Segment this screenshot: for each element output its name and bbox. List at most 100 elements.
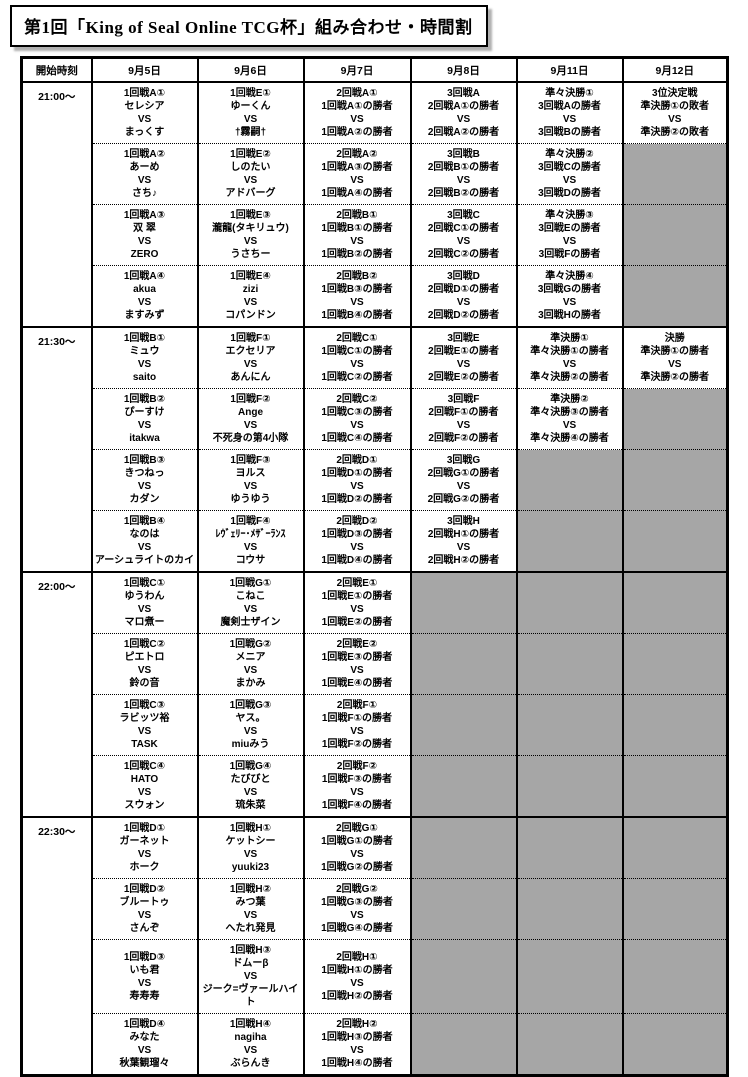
match-id: 1回戦F③ — [230, 455, 271, 466]
vs-label: VS — [456, 175, 471, 186]
match-id: 3回戦D — [447, 271, 480, 282]
player-name: 2回戦F②の勝者 — [428, 433, 499, 444]
vs-label: VS — [562, 175, 577, 186]
player-name: 1回戦H②の勝者 — [321, 990, 393, 1002]
player-name: 琉朱菜 — [235, 800, 266, 811]
player-name: みなた — [129, 1032, 160, 1043]
match-id: 2回戦B① — [336, 210, 378, 221]
empty-cell — [409, 939, 518, 1014]
match-id: 2回戦F② — [336, 761, 378, 772]
empty-cell — [515, 817, 624, 879]
player-name: コパンドン — [225, 310, 276, 321]
empty-cell — [409, 633, 518, 695]
match-cell: 1回戦H④ nagiha VS ぶらんき — [196, 1013, 305, 1076]
match-cell: 2回戦D① 1回戦D①の勝者 VS 1回戦D②の勝者 — [302, 449, 412, 511]
match-cell: 1回戦F② Ange VS 不死身の第4小隊 — [196, 388, 305, 450]
table-row: 1回戦B③ きつねっ VS カダン 1回戦F③ ヨルス VS ゆうゆう 2回戦D① 1回戦D①の勝… — [22, 449, 729, 511]
player-name: 準々決勝②の勝者 — [530, 372, 609, 383]
table-row: 1回戦A③ 双 翠 VS ZERO 1回戦E③ 瀧龍(タキリュウ) VS うさちー 2回戦B① 1… — [22, 204, 729, 266]
date-header-cell: 9月12日 — [621, 56, 729, 83]
vs-label: VS — [562, 114, 577, 125]
player-name: あんにん — [230, 372, 271, 383]
player-name: 1回戦E④の勝者 — [321, 678, 393, 689]
vs-label: VS — [243, 542, 258, 553]
player-name: 2回戦G②の勝者 — [427, 494, 500, 505]
empty-cell — [515, 449, 624, 511]
empty-cell — [409, 755, 518, 818]
player-name: 1回戦C④の勝者 — [321, 433, 393, 444]
vs-label: VS — [350, 175, 364, 186]
match-id: 1回戦B③ — [123, 455, 166, 466]
empty-cell — [515, 694, 624, 756]
vs-label: VS — [243, 787, 258, 798]
vs-label: VS — [456, 114, 471, 125]
player-name: ゆうわん — [124, 591, 165, 602]
table-row: 22:30～ 1回戦D① ガーネット VS ホーク 1回戦H① ケットシー VS yuuki23… — [20, 817, 729, 1076]
match-cell: 準々決勝① 3回戦Aの勝者 VS 3回戦Bの勝者 — [515, 82, 624, 144]
vs-label: VS — [562, 420, 577, 431]
table-row: 1回戦A② あーめ VS さち♪ 1回戦E② しのたい VS アドバーグ 2回戦A② 1回戦A③の… — [22, 143, 729, 205]
vs-label: VS — [137, 665, 152, 676]
match-cell: 準決勝① 準々決勝①の勝者 VS 準々決勝②の勝者 — [515, 327, 624, 389]
match-id: 2回戦F① — [336, 700, 378, 711]
match-cell: 1回戦G④ たびびと VS 琉朱菜 — [196, 755, 305, 818]
match-id: 1回戦G① — [229, 578, 272, 589]
vs-label: VS — [137, 114, 152, 125]
player-name: 1回戦B②の勝者 — [321, 249, 393, 260]
empty-cell — [621, 878, 729, 940]
player-name: 1回戦A①の勝者 — [321, 101, 393, 112]
match-cell: 1回戦C② ピエトロ VS 鈴の音 — [90, 633, 199, 695]
player-name: 1回戦E③の勝者 — [321, 652, 393, 663]
vs-label: VS — [350, 359, 364, 370]
player-name: 準決勝①の敗者 — [640, 101, 709, 112]
vs-label: VS — [137, 604, 152, 615]
player-name: ヤス。 — [235, 713, 266, 724]
date-header-cell: 9月8日 — [409, 56, 518, 83]
table-row: 21:30～ 1回戦B① ミュウ VS saito 1回戦F① エクセリア VS あんにん 2回戦… — [20, 327, 729, 573]
match-id: 1回戦E④ — [230, 271, 271, 282]
date-header-cell: 9月6日 — [196, 56, 305, 83]
player-name: ぶらんき — [230, 1058, 271, 1069]
player-name: 1回戦A④の勝者 — [321, 188, 393, 199]
vs-label: VS — [350, 977, 364, 989]
vs-label: VS — [456, 359, 471, 370]
match-id: 1回戦G② — [229, 639, 272, 650]
match-cell: 2回戦F① 1回戦F①の勝者 VS 1回戦F②の勝者 — [302, 694, 412, 756]
empty-cell — [621, 694, 729, 756]
player-name: ますみず — [124, 310, 165, 321]
match-cell: 1回戦A③ 双 翠 VS ZERO — [90, 204, 199, 266]
match-cell: 2回戦G② 1回戦G③の勝者 VS 1回戦G④の勝者 — [302, 878, 412, 940]
table-row: 1回戦C④ HATO VS スウォン 1回戦G④ たびびと VS 琉朱菜 2回戦F② 1回戦F③の… — [22, 755, 729, 818]
player-name: 1回戦D④の勝者 — [321, 555, 393, 566]
player-name: 1回戦G①の勝者 — [321, 836, 393, 847]
vs-label: VS — [350, 1045, 364, 1056]
match-id: 3回戦A — [447, 88, 480, 99]
match-cell: 準決勝② 準々決勝③の勝者 VS 準々決勝④の勝者 — [515, 388, 624, 450]
player-name: スウォン — [124, 800, 165, 811]
player-name: ケットシー — [225, 836, 276, 847]
player-name: 2回戦G①の勝者 — [427, 468, 500, 479]
match-id: 2回戦G② — [336, 884, 378, 895]
player-name: なのは — [129, 529, 160, 540]
player-name: 鈴の音 — [129, 678, 160, 689]
empty-cell — [621, 755, 729, 818]
player-name: 2回戦D①の勝者 — [427, 284, 500, 295]
vs-label: VS — [243, 481, 258, 492]
match-cell: 準々決勝③ 3回戦Eの勝者 VS 3回戦Fの勝者 — [515, 204, 624, 266]
match-id: 1回戦A① — [123, 88, 166, 99]
empty-cell — [409, 572, 518, 634]
vs-label: VS — [137, 1045, 152, 1056]
player-name: zizi — [242, 284, 259, 295]
player-name: 3回戦Gの勝者 — [537, 284, 602, 295]
match-cell: 1回戦E④ zizi VS コパンドン — [196, 265, 305, 328]
player-name: saito — [132, 372, 157, 383]
match-cell: 1回戦E① ゆーくん VS †霧嗣† — [196, 82, 305, 144]
match-cell: 1回戦B① ミュウ VS saito — [90, 327, 199, 389]
player-name: 2回戦D②の勝者 — [427, 310, 500, 321]
player-name: 2回戦E①の勝者 — [428, 346, 499, 357]
vs-label: VS — [350, 604, 364, 615]
player-name: 3回戦Eの勝者 — [538, 223, 601, 234]
player-name: akua — [133, 284, 156, 295]
time-header-cell: 開始時刻 — [20, 56, 93, 83]
player-name: アドバーグ — [225, 188, 276, 199]
